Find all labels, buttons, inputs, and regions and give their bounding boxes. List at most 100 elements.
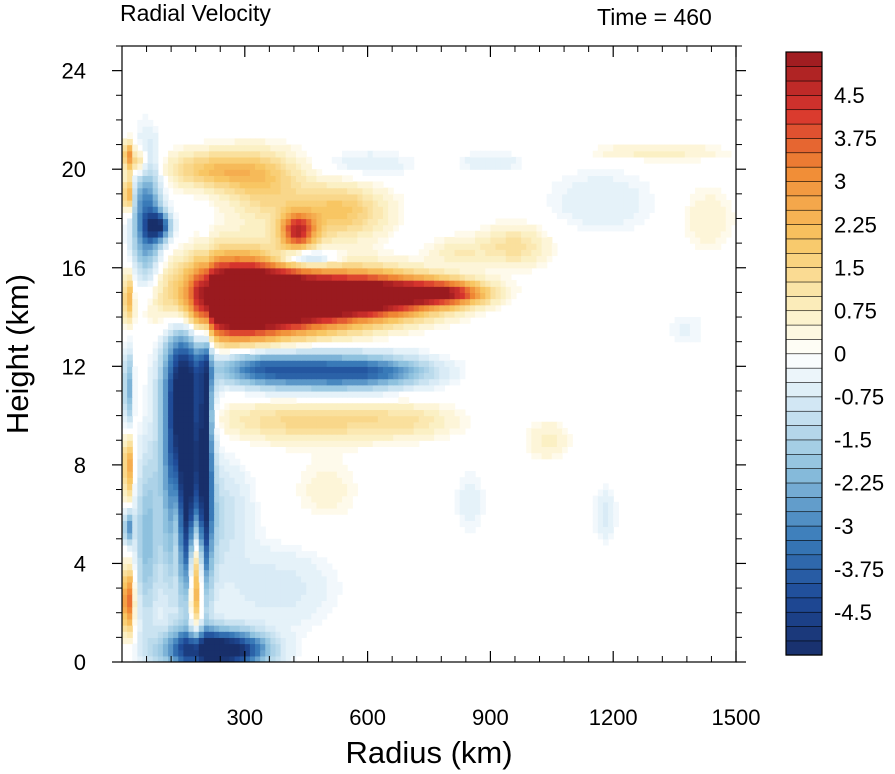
heatmap-cell: [122, 181, 128, 189]
heatmap-cell: [306, 581, 312, 589]
heatmap-cell: [127, 224, 133, 232]
heatmap-cell: [147, 446, 154, 454]
heatmap-cell: [372, 261, 379, 269]
heatmap-cell: [285, 193, 292, 201]
heatmap-cell: [244, 600, 251, 608]
heatmap-cell: [587, 200, 594, 207]
heatmap-cell: [214, 588, 220, 595]
heatmap-cell: [157, 464, 164, 472]
heatmap-cell: [173, 156, 179, 164]
heatmap-cell: [521, 218, 527, 226]
heatmap-cell: [208, 501, 215, 509]
heatmap-cell: [710, 230, 717, 238]
heatmap-cell: [464, 310, 471, 318]
heatmap-cell: [556, 446, 563, 454]
heatmap-cell: [531, 434, 538, 441]
heatmap-cell: [352, 323, 358, 330]
heatmap-cell: [147, 458, 154, 466]
heatmap-cell: [403, 397, 410, 404]
heatmap-cell: [173, 569, 179, 577]
heatmap-cell: [352, 206, 358, 213]
heatmap-cell: [122, 631, 128, 638]
heatmap-cell: [434, 434, 440, 441]
heatmap-cell: [162, 347, 169, 355]
heatmap-cell: [495, 273, 502, 281]
heatmap-cell: [132, 544, 138, 552]
heatmap-cell: [295, 163, 302, 170]
heatmap-cell: [208, 323, 215, 330]
heatmap-cell: [459, 520, 466, 528]
heatmap-cell: [122, 163, 128, 170]
heatmap-cell: [178, 415, 184, 423]
heatmap-cell: [152, 551, 159, 558]
heatmap-cell: [229, 508, 236, 515]
heatmap-cell: [214, 600, 220, 608]
heatmap-cell: [229, 421, 236, 429]
heatmap-cell: [372, 286, 379, 293]
heatmap-cell: [198, 446, 205, 454]
heatmap-cell: [239, 255, 246, 263]
heatmap-cell: [219, 181, 225, 189]
heatmap-cell: [388, 440, 394, 447]
heatmap-cell: [326, 335, 333, 343]
heatmap-cell: [168, 649, 174, 657]
heatmap-cell: [352, 440, 358, 447]
heatmap-cell: [193, 612, 200, 620]
heatmap-cell: [127, 544, 133, 552]
heatmap-cell: [229, 526, 236, 534]
heatmap-cell: [188, 483, 195, 491]
heatmap-cell: [260, 600, 266, 608]
heatmap-cell: [229, 218, 236, 226]
heatmap-cell: [147, 249, 154, 257]
heatmap-cell: [316, 477, 323, 484]
colorbar-box: [785, 80, 823, 96]
heatmap-cell: [710, 144, 717, 152]
heatmap-cell: [316, 378, 323, 386]
heatmap-cell: [173, 181, 179, 189]
heatmap-cell: [168, 612, 174, 620]
heatmap-cell: [357, 273, 364, 281]
heatmap-cell: [152, 471, 159, 478]
heatmap-cell: [434, 354, 440, 361]
heatmap-cell: [265, 421, 271, 429]
heatmap-cell: [608, 218, 614, 226]
heatmap-cell: [643, 193, 650, 201]
heatmap-cell: [382, 317, 389, 324]
heatmap-cell: [285, 298, 292, 306]
heatmap-cell: [178, 625, 184, 632]
heatmap-cell: [469, 514, 476, 521]
heatmap-cell: [193, 452, 200, 460]
heatmap-cell: [183, 649, 190, 657]
heatmap-cell: [372, 378, 379, 386]
heatmap-cell: [429, 298, 435, 306]
heatmap-cell: [347, 347, 353, 355]
heatmap-cell: [244, 298, 251, 306]
heatmap-cell: [285, 600, 292, 608]
heatmap-cell: [623, 150, 630, 158]
heatmap-cell: [280, 397, 287, 404]
heatmap-cell: [265, 267, 271, 275]
heatmap-cell: [372, 360, 379, 367]
heatmap-cell: [347, 477, 353, 484]
heatmap-cell: [260, 169, 266, 176]
heatmap-cell: [659, 156, 665, 164]
heatmap-cell: [265, 169, 271, 176]
heatmap-cell: [546, 249, 553, 257]
heatmap-cell: [132, 163, 138, 170]
heatmap-cell: [188, 538, 195, 546]
heatmap-cell: [449, 286, 456, 293]
heatmap-cell: [127, 520, 133, 528]
heatmap-cell: [602, 514, 609, 521]
heatmap-cell: [127, 273, 133, 281]
heatmap-cell: [224, 421, 231, 429]
heatmap-cell: [301, 193, 307, 201]
heatmap-cell: [249, 304, 256, 312]
heatmap-cell: [413, 434, 420, 441]
heatmap-cell: [628, 175, 635, 183]
heatmap-cell: [183, 606, 190, 614]
heatmap-cell: [367, 200, 374, 207]
heatmap-cell: [423, 384, 430, 392]
heatmap-cell: [152, 643, 159, 651]
heatmap-cell: [127, 181, 133, 189]
heatmap-cell: [224, 471, 231, 478]
